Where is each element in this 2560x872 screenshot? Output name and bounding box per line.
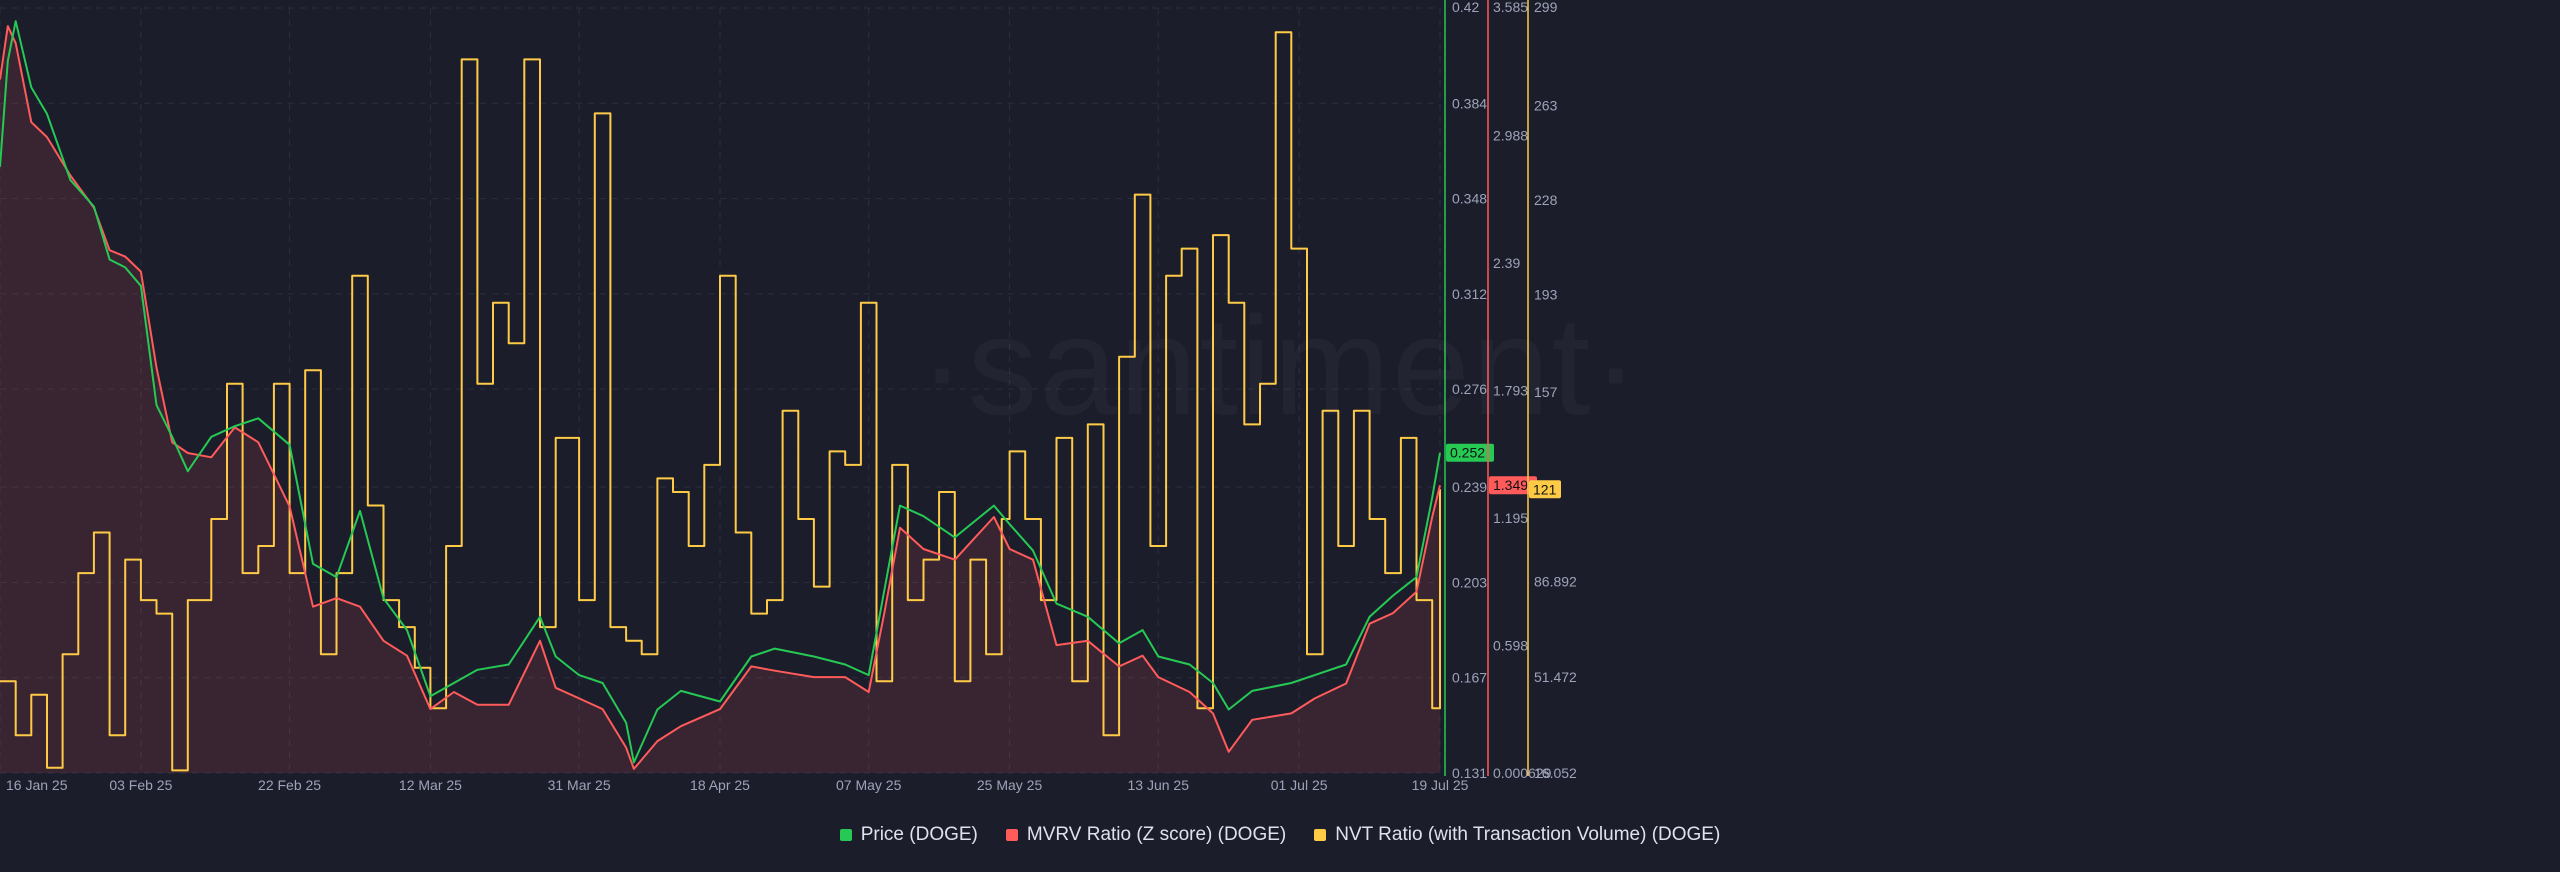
price-axis-tick-label: 0.348 <box>1452 191 1487 207</box>
price-axis-tick-label: 0.276 <box>1452 381 1487 397</box>
price-axis-tick-label: 0.203 <box>1452 574 1487 590</box>
price-axis-tick-label: 0.167 <box>1452 670 1487 686</box>
nvt-current-value-label: 121 <box>1533 481 1557 497</box>
legend-item-price[interactable]: Price (DOGE) <box>839 824 978 846</box>
price-line <box>0 20 1441 764</box>
x-axis: 16 Jan 25 03 Feb 25 22 Feb 25 12 Mar 25 31 M… <box>6 777 1469 793</box>
legend-label-price: Price (DOGE) <box>860 824 978 845</box>
x-axis-tick-label: 22 Feb 25 <box>258 777 321 793</box>
mvrv-axis-tick-label: 3.585 <box>1493 0 1528 15</box>
legend-item-mvrv[interactable]: MVRV Ratio (Z score) (DOGE) <box>1005 824 1287 846</box>
x-axis-tick-label: 03 Feb 25 <box>109 777 172 793</box>
nvt-line <box>0 31 1441 772</box>
legend-swatch-nvt <box>1314 829 1327 841</box>
nvt-axis-tick-label: 228 <box>1534 192 1558 208</box>
x-axis-tick-label: 07 May 25 <box>836 777 902 793</box>
price-axis-tick-label: 0.384 <box>1452 95 1487 111</box>
nvt-axis-tick-label: 157 <box>1534 384 1558 400</box>
nvt-axis-tick-label: 51.472 <box>1534 669 1577 685</box>
price-current-value-badge <box>1446 443 1494 462</box>
price-axis-tick-label: 0.239 <box>1452 479 1487 495</box>
nvt-axis-tick-label: 263 <box>1534 97 1558 113</box>
legend-label-mvrv: MVRV Ratio (Z score) (DOGE) <box>1026 824 1287 845</box>
nvt-axis-tick-label: 86.892 <box>1534 573 1577 589</box>
legend-label-nvt: NVT Ratio (with Transaction Volume) (DOG… <box>1335 824 1721 845</box>
mvrv-axis-tick-label: 1.793 <box>1493 382 1528 398</box>
x-axis-tick-label: 01 Jul 25 <box>1271 777 1328 793</box>
mvrv-axis-tick-label: 2.39 <box>1493 255 1520 271</box>
price-axis-tick-label: 0.131 <box>1452 765 1487 781</box>
mvrv-area <box>0 26 1440 774</box>
price-axis-tick-label: 0.42 <box>1452 0 1479 15</box>
x-axis-tick-label: 25 May 25 <box>977 777 1043 793</box>
x-axis-tick-label: 16 Jan 25 <box>6 777 68 793</box>
nvt-axis-tick-label: 299 <box>1534 0 1558 15</box>
x-axis-tick-label: 13 Jun 25 <box>1128 777 1190 793</box>
mvrv-current-value-badge <box>1489 476 1537 495</box>
price-current-value-label: 0.252 <box>1450 445 1485 461</box>
mvrv-line <box>0 25 1441 770</box>
mvrv-current-value-label: 1.349 <box>1493 477 1528 493</box>
legend-item-nvt[interactable]: NVT Ratio (with Transaction Volume) (DOG… <box>1314 824 1720 846</box>
nvt-axis-tick-label: 16.052 <box>1534 765 1577 781</box>
price-axis: 0.42 0.384 0.348 0.312 0.276 0.239 0.203 0.167 0… <box>1444 0 1494 781</box>
nvt-axis-tick-label: 193 <box>1534 287 1558 303</box>
mvrv-axis-tick-label: 0.000629 <box>1493 765 1552 781</box>
mvrv-axis-tick-label: 1.195 <box>1493 510 1528 526</box>
price-axis-tick-label: 0.312 <box>1452 286 1487 302</box>
x-axis-tick-label: 18 Apr 25 <box>690 777 750 793</box>
x-axis-tick-label: 31 Mar 25 <box>548 777 611 793</box>
nvt-current-value-badge <box>1529 480 1561 499</box>
x-axis-tick-label: 19 Jul 25 <box>1412 777 1469 793</box>
chart-legend: Price (DOGE) MVRV Ratio (Z score) (DOGE)… <box>0 820 2560 850</box>
legend-swatch-mvrv <box>1005 829 1018 841</box>
legend-swatch-price <box>839 829 852 841</box>
mvrv-axis: 3.585 2.988 2.39 1.793 1.195 0.598 0.000629 1.3… <box>1487 0 1552 781</box>
mvrv-axis-tick-label: 2.988 <box>1493 127 1528 143</box>
mvrv-axis-tick-label: 0.598 <box>1493 638 1528 654</box>
x-axis-tick-label: 12 Mar 25 <box>399 777 462 793</box>
